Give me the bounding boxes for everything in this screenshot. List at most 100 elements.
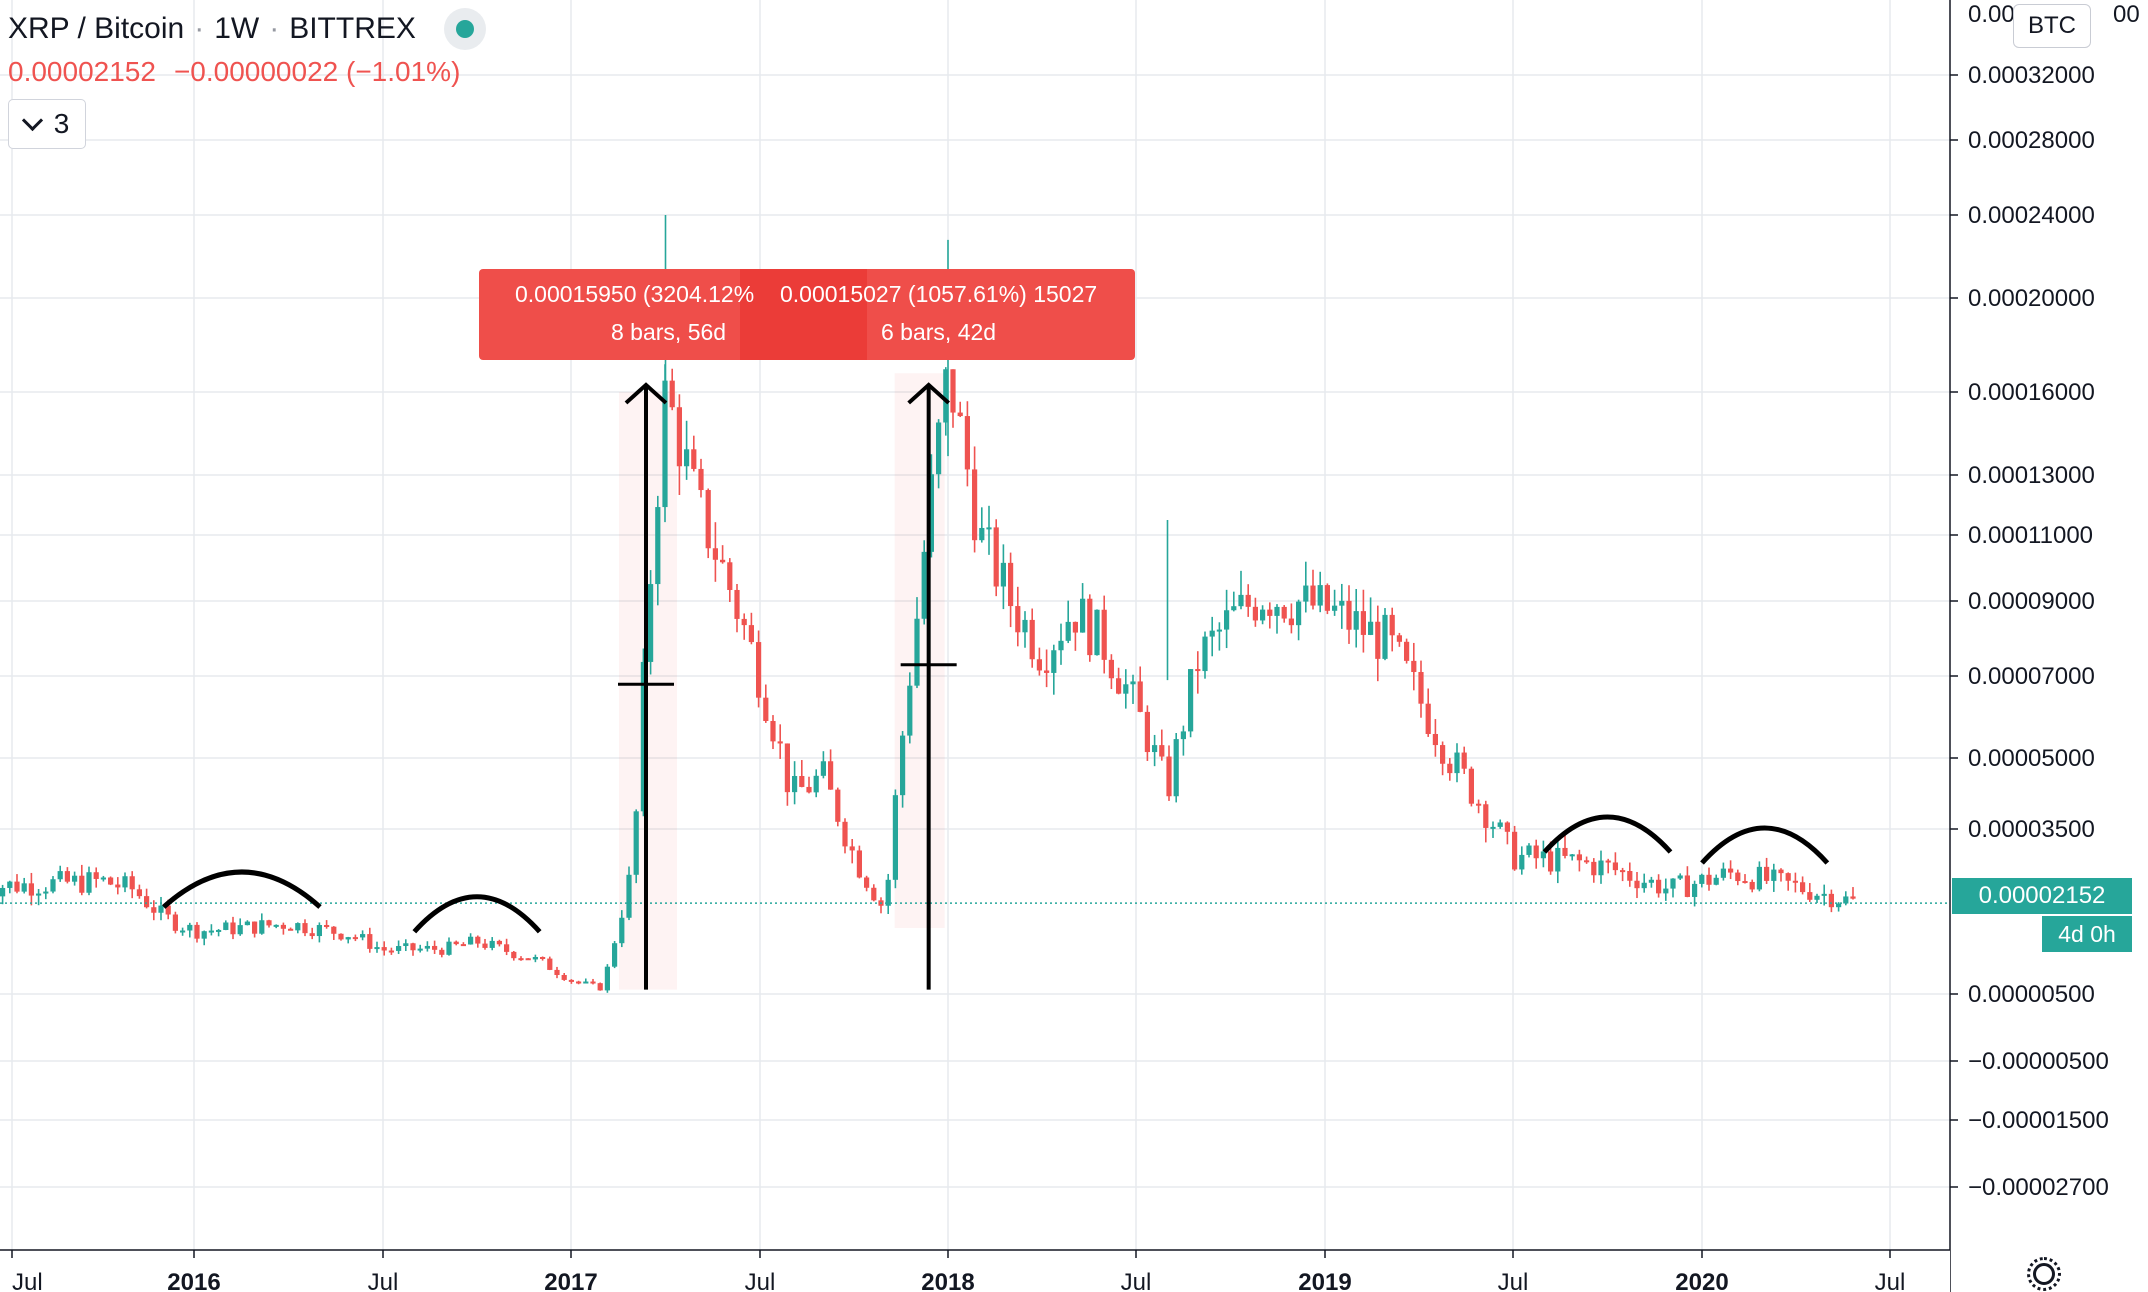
candle xyxy=(1094,609,1100,656)
candle xyxy=(1389,607,1395,652)
candle-body xyxy=(662,380,668,508)
candle-body xyxy=(957,412,963,417)
candle-body xyxy=(748,625,754,643)
candle-body xyxy=(1202,636,1208,672)
candle xyxy=(1706,867,1712,891)
candle xyxy=(1641,873,1647,893)
candle xyxy=(1339,583,1345,629)
candle-body xyxy=(1627,870,1633,881)
y-tick-label: −0.00000500 xyxy=(1968,1048,2109,1075)
candle-body xyxy=(1288,618,1294,626)
x-tick-label: 2018 xyxy=(921,1269,974,1292)
candle xyxy=(669,368,675,411)
candle xyxy=(1497,819,1503,829)
candle-body xyxy=(1353,611,1359,630)
candle-body xyxy=(1360,611,1366,635)
candle xyxy=(410,942,416,956)
candle xyxy=(511,950,517,961)
candle-body xyxy=(21,883,27,892)
candle xyxy=(1699,873,1705,888)
candle-body xyxy=(151,907,157,913)
candle xyxy=(403,939,409,952)
candle xyxy=(201,930,207,946)
candle xyxy=(1771,863,1777,892)
candle xyxy=(1080,583,1086,633)
candle-body xyxy=(273,924,279,927)
candle xyxy=(21,877,27,894)
candle-body xyxy=(1267,609,1273,616)
candle xyxy=(1684,866,1690,898)
candle xyxy=(1648,876,1654,888)
candle xyxy=(1411,642,1417,691)
candle xyxy=(1440,741,1446,776)
candle-body xyxy=(640,661,646,812)
candle xyxy=(842,818,848,854)
candle xyxy=(432,940,438,954)
candle-body xyxy=(1814,895,1820,900)
symbol-header[interactable]: XRP / Bitcoin · 1W · BITTREX xyxy=(8,8,486,50)
candle-body xyxy=(784,743,790,793)
candle-body xyxy=(1468,768,1474,804)
candle xyxy=(1800,876,1806,895)
candle xyxy=(1576,849,1582,872)
candle xyxy=(892,789,898,889)
candle xyxy=(1476,799,1482,814)
candle xyxy=(619,910,625,948)
candle xyxy=(7,880,13,894)
candle-body xyxy=(597,983,603,991)
candle-body xyxy=(813,775,819,793)
candle xyxy=(273,924,279,929)
candle xyxy=(1209,616,1215,657)
candle xyxy=(129,871,135,899)
candle xyxy=(1353,589,1359,648)
candle xyxy=(547,956,553,971)
x-tick-label: Jul xyxy=(12,1269,43,1292)
market-status-icon[interactable] xyxy=(443,8,486,50)
candle xyxy=(244,920,250,926)
candle-body xyxy=(1699,874,1705,884)
candle xyxy=(1735,869,1741,886)
candle xyxy=(1267,602,1273,629)
candle xyxy=(532,954,538,963)
candle-body xyxy=(223,922,229,930)
x-tick-label: Jul xyxy=(368,1269,399,1292)
candle-body xyxy=(1281,606,1287,619)
candle-body xyxy=(1526,845,1532,855)
y-tick-label: 0.00009000 xyxy=(1968,588,2095,615)
candle xyxy=(259,913,265,935)
price-change-percent: (−1.01%) xyxy=(346,56,461,87)
candle-body xyxy=(208,930,214,933)
candle xyxy=(460,942,466,947)
candle xyxy=(86,866,92,896)
currency-badge[interactable]: BTC xyxy=(2013,4,2091,48)
candle xyxy=(1072,621,1078,651)
gear-icon[interactable] xyxy=(2027,1257,2061,1291)
candle xyxy=(187,922,193,938)
candle-body xyxy=(1108,659,1114,679)
candle-body xyxy=(1749,881,1755,890)
candle xyxy=(1101,595,1107,674)
candle-body xyxy=(266,920,272,926)
candle xyxy=(57,865,63,882)
candle xyxy=(1332,589,1338,616)
candle xyxy=(993,519,999,597)
candle xyxy=(1368,597,1374,636)
candle-body xyxy=(1792,880,1798,883)
candle xyxy=(979,507,985,543)
candle-body xyxy=(1065,621,1071,641)
arrow-head xyxy=(907,382,951,405)
candle-body xyxy=(612,943,618,967)
candle-body xyxy=(964,416,970,470)
indicators-count: 3 xyxy=(53,108,70,139)
candle xyxy=(1836,902,1842,912)
candle-body xyxy=(352,937,358,940)
y-tick-label: 0.00000500 xyxy=(1968,981,2095,1008)
candle-body xyxy=(1296,601,1302,626)
candle-body xyxy=(1692,883,1698,897)
candle xyxy=(36,888,42,906)
indicators-toggle-button[interactable]: 3 xyxy=(8,99,86,149)
price-axis-bg xyxy=(1950,0,2148,1292)
candle-body xyxy=(1504,822,1510,832)
candle-body xyxy=(576,981,582,984)
